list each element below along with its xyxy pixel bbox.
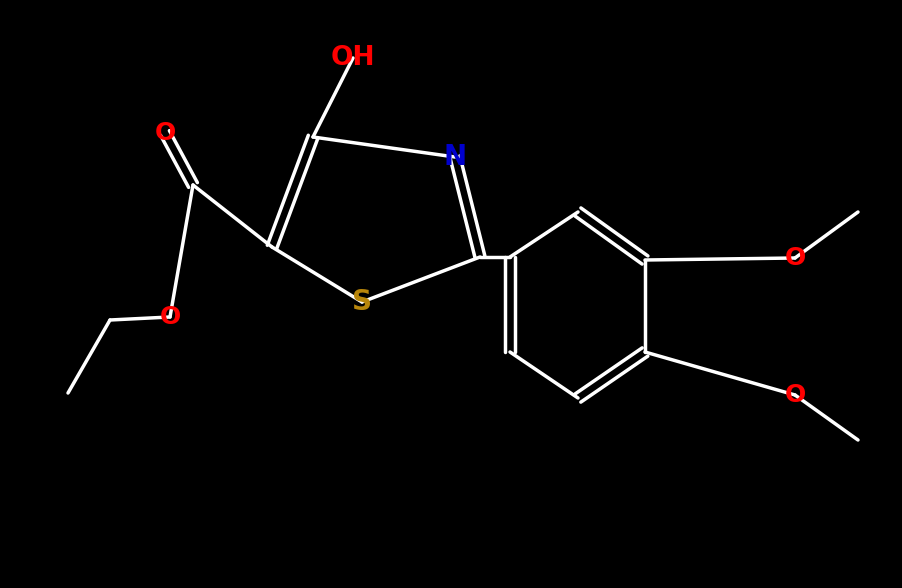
Text: S: S (352, 288, 372, 316)
Text: O: O (159, 305, 180, 329)
Text: O: O (784, 246, 805, 270)
Text: OH: OH (330, 45, 375, 71)
Text: O: O (154, 121, 175, 145)
Text: O: O (784, 383, 805, 407)
Text: N: N (443, 143, 466, 171)
